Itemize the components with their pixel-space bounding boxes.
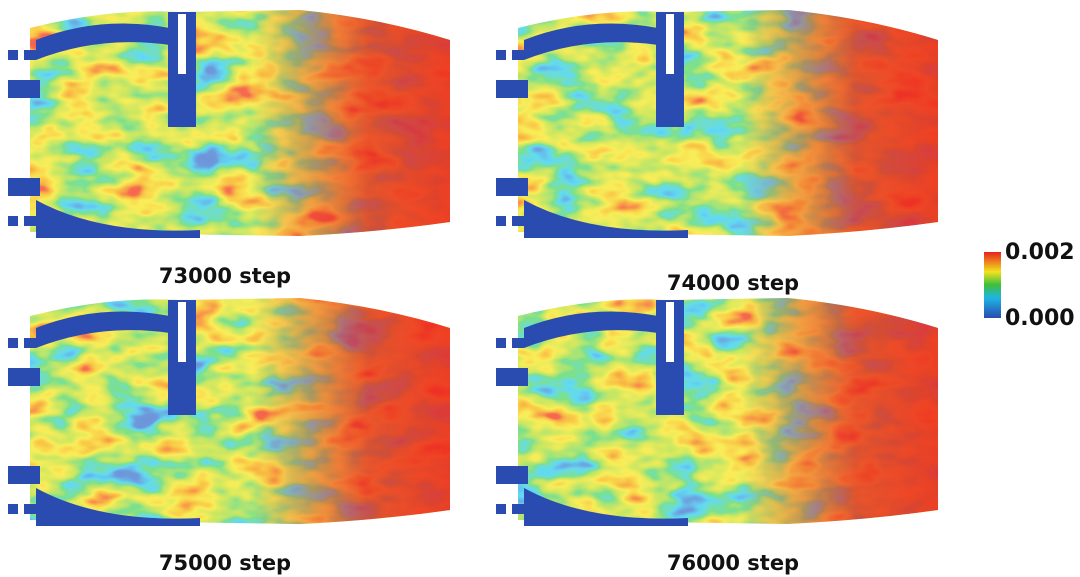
contour-panel: 74000 step xyxy=(488,0,948,295)
colorbar: 0.002 0.000 xyxy=(984,240,1075,331)
contour-panel: 73000 step xyxy=(0,0,460,288)
page: 73000 step 74000 step 75000 step 76000 s… xyxy=(0,0,1080,577)
panel-label: 73000 step xyxy=(159,264,291,288)
panel-label: 75000 step xyxy=(159,551,291,575)
colorbar-max-label: 0.002 xyxy=(1005,240,1075,265)
figure: 73000 step 74000 step 75000 step 76000 s… xyxy=(0,0,1080,577)
panel-label: 76000 step xyxy=(667,551,799,575)
contour-panel: 76000 step xyxy=(488,288,948,575)
colorbar-min-label: 0.000 xyxy=(1005,306,1075,331)
colorbar-scale xyxy=(984,252,1001,318)
contour-panel: 75000 step xyxy=(0,288,460,575)
panel-label: 74000 step xyxy=(667,271,799,295)
